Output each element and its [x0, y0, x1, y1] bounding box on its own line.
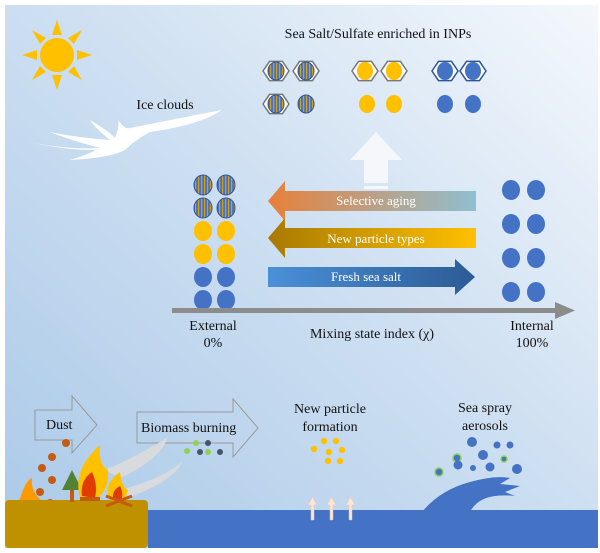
diagram-title: Sea Salt/Sulfate enriched in INPs: [285, 27, 472, 42]
biomass-source-arrow: Biomass burning: [136, 397, 259, 459]
axis-left-label: External: [189, 319, 237, 334]
sea-salt-particle: [437, 62, 453, 80]
sulfate-particle: [332, 437, 340, 445]
ssa-label-line2: aerosols: [462, 419, 508, 434]
biomass-particle: [184, 448, 190, 454]
sea-salt-particle: [194, 267, 212, 287]
sulfate-particle: [320, 437, 328, 445]
sea-spray-particle: [453, 460, 463, 470]
biomass-particle: [197, 449, 203, 455]
sea-salt-particle: [465, 95, 481, 113]
sea-salt-particle: [437, 95, 453, 113]
mixed-particle: [267, 94, 285, 114]
dust-label: Dust: [46, 418, 73, 433]
dust-source-arrow: Dust: [34, 394, 98, 455]
sea-salt-particle: [527, 214, 545, 234]
axis-right-label: Internal: [510, 319, 554, 334]
sea-salt-particle: [527, 282, 545, 302]
process-label: New particle types: [327, 231, 424, 246]
sea-salt-particle: [527, 180, 545, 200]
sea-spray-particle: [470, 465, 476, 471]
sulfate-particle: [357, 62, 373, 80]
ice-clouds-label: Ice clouds: [136, 98, 193, 113]
sea-salt-particle: [527, 248, 545, 268]
sea-salt-particle: [217, 267, 235, 287]
process-selective-aging-arrow: Selective aging: [268, 181, 476, 221]
sulfate-particle: [336, 457, 344, 465]
sulfate-particle: [324, 457, 332, 465]
biomass-particle: [217, 449, 223, 455]
internal-mixture-particles: [502, 180, 545, 302]
dust-particle: [48, 453, 56, 461]
biomass-label: Biomass burning: [141, 421, 236, 436]
axis-right-value: 100%: [516, 336, 549, 351]
sea-spray-particle: [434, 467, 444, 477]
dust-particle: [38, 464, 46, 472]
axis-left-value: 0%: [204, 336, 223, 351]
sea-salt-particle: [217, 290, 235, 310]
upward-arrows-icon: [307, 496, 356, 521]
mixed-particle: [297, 61, 315, 81]
sea-spray-particle: [500, 455, 508, 463]
sea-salt-particle: [502, 248, 520, 268]
smoke-plume: [105, 437, 182, 497]
wave-icon: [422, 477, 520, 512]
sea-spray-particle: [478, 450, 488, 460]
mixed-particle: [216, 174, 236, 196]
sea-spray-particle: [506, 441, 514, 449]
biomass-particle: [205, 449, 211, 455]
process-new-particle-types-arrow: New particle types: [268, 218, 476, 258]
external-mixture-particles: [193, 174, 236, 310]
process-label: Fresh sea salt: [331, 269, 401, 284]
sea-salt-particle: [194, 290, 212, 310]
npf-label-line2: formation: [302, 420, 357, 435]
axis-title: Mixing state index (χ): [310, 327, 434, 342]
campfire-icon: [105, 472, 133, 508]
mixed-particle: [216, 197, 236, 219]
sea-salt-particle: [502, 282, 520, 302]
sulfate-particle: [386, 62, 402, 80]
sulfate-particle: [217, 221, 235, 241]
sulfate-particle: [386, 95, 402, 113]
sulfate-particle: [217, 244, 235, 264]
sea-spray-particle: [512, 464, 522, 474]
inp-particles: [262, 60, 487, 115]
biomass-particle: [205, 440, 211, 446]
mixed-particle: [267, 61, 285, 81]
sulfate-particle: [194, 221, 212, 241]
sun-icon: [22, 20, 92, 90]
ocean: [148, 510, 598, 548]
dust-plume-icon: [18, 478, 48, 505]
mixing-state-axis: [172, 302, 575, 319]
sea-salt-particle: [502, 180, 520, 200]
sulfate-particle: [325, 448, 333, 456]
land: [5, 500, 148, 548]
sea-spray-particle: [485, 462, 495, 472]
mixed-particle: [193, 197, 213, 219]
mixed-particle: [297, 94, 315, 114]
dust-particle: [36, 488, 44, 496]
biomass-particle: [193, 440, 199, 446]
sulfate-particle: [359, 95, 375, 113]
sea-spray-particle: [493, 441, 501, 449]
ssa-label-line1: Sea spray: [458, 401, 512, 416]
sulfate-particle: [194, 244, 212, 264]
fire-icon: [78, 445, 109, 501]
dust-particle: [62, 439, 70, 447]
tree-icon: [62, 470, 82, 502]
mixed-particle: [193, 174, 213, 196]
sulfate-particle: [338, 446, 346, 454]
sea-salt-particle: [502, 214, 520, 234]
ice-cloud-icon: [22, 110, 222, 160]
process-fresh-sea-salt-arrow: Fresh sea salt: [268, 259, 475, 295]
npf-label-line1: New particle: [294, 402, 366, 417]
process-label: Selective aging: [336, 193, 416, 208]
dust-particle: [48, 476, 56, 484]
sulfate-particle: [310, 445, 318, 453]
sea-salt-particle: [465, 62, 481, 80]
sea-spray-particle: [467, 437, 477, 447]
